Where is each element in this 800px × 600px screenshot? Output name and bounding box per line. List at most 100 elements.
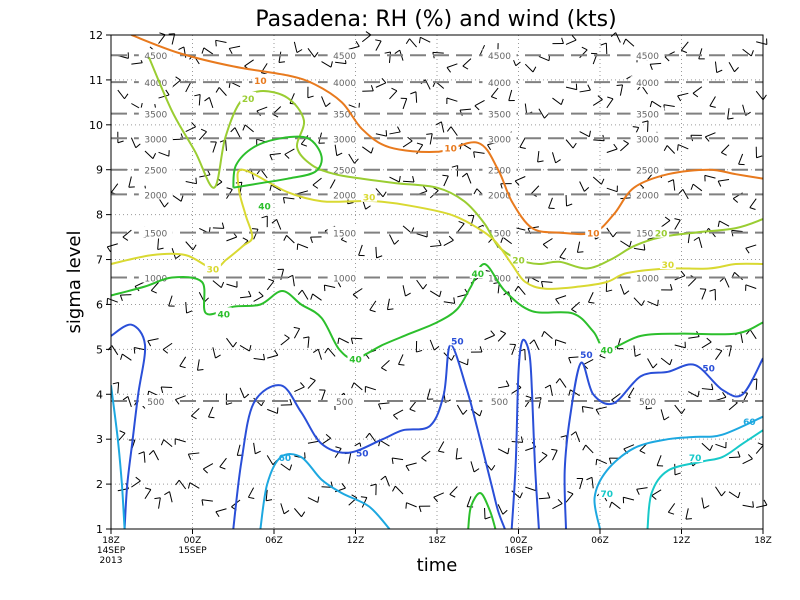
wind-barb (212, 222, 225, 229)
wind-barb (430, 239, 442, 247)
rh-contour-line (148, 57, 763, 270)
height-label-bg (138, 188, 173, 200)
wind-barb (150, 282, 159, 294)
wind-barb (307, 496, 320, 503)
wind-barb (667, 503, 676, 515)
wind-barb (701, 497, 710, 509)
wind-barb (112, 382, 120, 394)
wind-barb (470, 461, 480, 473)
wind-barb (649, 62, 662, 70)
wind-barb (565, 491, 574, 503)
wind-barb (392, 485, 404, 495)
height-label-bg (327, 226, 362, 238)
y-tick-label: 9 (96, 164, 103, 177)
wind-barb (239, 290, 252, 299)
wind-barb (242, 124, 254, 133)
wind-barb (446, 97, 458, 104)
wind-barb (344, 452, 352, 464)
wind-barb (693, 236, 703, 248)
wind-barb (755, 90, 767, 101)
wind-barb (742, 48, 754, 57)
wind-barb (459, 108, 472, 116)
wind-barb (386, 298, 394, 311)
height-label-bg (630, 163, 665, 175)
wind-barb (731, 271, 743, 281)
y-tick-label: 11 (89, 74, 103, 87)
wind-barb (674, 341, 686, 349)
wind-barb (455, 448, 463, 460)
wind-barb (511, 490, 523, 499)
wind-barb (595, 406, 607, 415)
wind-barb (508, 89, 515, 102)
wind-barb (405, 502, 417, 509)
wind-barb (364, 386, 377, 393)
wind-barb (185, 122, 197, 133)
wind-barb (269, 184, 282, 191)
plot-frame (110, 34, 764, 530)
wind-barb (677, 92, 689, 102)
wind-barb (742, 454, 753, 465)
rh-label-bg (442, 141, 459, 153)
wind-barb (519, 137, 526, 149)
rh-label-bg (361, 190, 378, 202)
height-contour-label: 1500 (488, 230, 511, 240)
wind-barb (699, 288, 707, 300)
wind-barb (190, 407, 200, 420)
wind-barb (360, 496, 368, 508)
wind-barb (160, 439, 173, 448)
wind-barb (633, 297, 645, 307)
wind-barb (380, 475, 390, 487)
wind-barb (704, 132, 716, 142)
wind-barb (253, 291, 264, 302)
wind-barb (110, 183, 119, 195)
rh-contour-line (111, 323, 147, 529)
y-tick-label: 5 (96, 343, 103, 356)
height-label-bg (138, 226, 173, 238)
wind-barb (568, 389, 580, 397)
rh-contour-line (131, 35, 763, 236)
height-label-bg (482, 226, 517, 238)
height-label-bg (630, 271, 665, 283)
rh-contour-label: 30 (662, 261, 675, 271)
wind-barb (365, 432, 377, 443)
wind-barb (474, 100, 485, 111)
wind-barb (402, 285, 411, 297)
height-contour-label: 2500 (636, 167, 659, 177)
wind-barb (415, 341, 423, 353)
rh-label-bg (585, 226, 602, 238)
rh-contour-label: 20 (242, 95, 255, 105)
wind-barb (745, 244, 757, 254)
wind-barb (429, 339, 440, 351)
rh-label-bg (354, 446, 371, 458)
wind-barb (280, 503, 290, 515)
wind-barb (715, 392, 727, 402)
height-label-bg (138, 271, 173, 283)
x-tick-label: 14SEP (97, 546, 126, 556)
wind-barb (642, 120, 649, 132)
wind-barb (541, 281, 553, 288)
rh-label-bg (510, 253, 527, 265)
wind-barb (610, 32, 621, 43)
wind-barb (538, 451, 548, 464)
height-label-bg (482, 271, 517, 283)
wind-barb (269, 152, 281, 161)
rh-label-bg (240, 91, 257, 103)
wind-barb (261, 215, 268, 228)
wind-barb (588, 292, 595, 304)
height-label-bg (138, 395, 173, 407)
height-label-bg (327, 271, 362, 283)
height-contour-label: 1500 (144, 230, 167, 240)
wind-barb (728, 61, 739, 73)
wind-barb (287, 274, 295, 287)
wind-barb (576, 477, 584, 490)
rh-contour-label: 10 (444, 144, 457, 154)
wind-barb (620, 139, 629, 152)
wind-barb (202, 463, 214, 474)
height-contour-label: 1000 (333, 275, 356, 285)
wind-barb (375, 130, 388, 137)
wind-barb (663, 104, 675, 111)
wind-barb (548, 197, 555, 209)
wind-barb (403, 176, 415, 183)
rh-contour-line (111, 168, 763, 290)
